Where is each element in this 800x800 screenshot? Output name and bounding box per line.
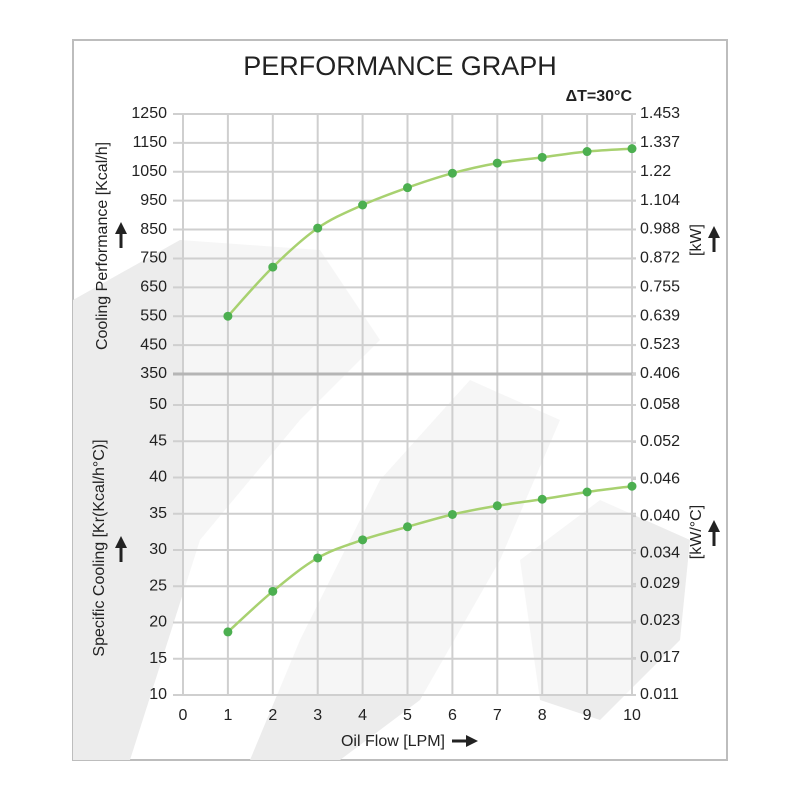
x-tick-label: 0 <box>179 707 188 724</box>
x-tick-label: 6 <box>448 707 457 724</box>
data-point <box>492 158 502 168</box>
y-axis-label: Cooling Performance [Kcal/h] <box>94 142 111 350</box>
x-tick-label: 5 <box>403 707 412 724</box>
series-line <box>227 484 633 633</box>
series-line <box>226 147 633 318</box>
data-point <box>492 501 502 511</box>
y2-tick-label: 0.755 <box>640 279 680 296</box>
y-tick-label: 25 <box>149 577 167 594</box>
y-tick-label: 40 <box>149 469 167 486</box>
y-tick-label: 15 <box>149 650 167 667</box>
y-tick-label: 45 <box>149 432 167 449</box>
data-point <box>223 311 233 321</box>
x-tick-label: 10 <box>623 707 641 724</box>
arrows <box>115 222 720 747</box>
y2-tick-label: 0.872 <box>640 249 680 266</box>
y-tick-label: 1050 <box>131 163 167 180</box>
y-tick-label: 10 <box>149 686 167 703</box>
data-point <box>447 509 457 519</box>
data-point <box>358 535 368 545</box>
y-tick-label: 35 <box>149 505 167 522</box>
x-tick-label: 9 <box>583 707 592 724</box>
y2-tick-label: 0.011 <box>640 686 679 703</box>
y-tick-label: 750 <box>140 250 167 267</box>
data-point <box>403 183 412 193</box>
x-tick-label: 4 <box>358 707 367 724</box>
y-tick-label: 450 <box>140 336 167 353</box>
y2-tick-label: 1.337 <box>640 134 680 151</box>
y-tick-label: 20 <box>149 614 167 631</box>
y2-tick-label: 0.034 <box>640 544 680 561</box>
y2-tick-label: 0.988 <box>640 221 680 238</box>
y-tick-label: 1250 <box>131 105 167 122</box>
y-axis-label: Specific Cooling [Kr(Kcal/h°C)] <box>91 439 108 656</box>
data-point <box>627 481 637 491</box>
y2-axis-label: [kW] <box>688 224 705 256</box>
data-point <box>268 586 278 596</box>
data-point <box>313 223 323 233</box>
y-tick-label: 550 <box>140 307 167 324</box>
y2-tick-label: 1.453 <box>640 105 680 122</box>
y2-tick-label: 0.017 <box>640 649 680 666</box>
data-point <box>537 494 547 504</box>
x-tick-label: 8 <box>538 707 547 724</box>
y2-tick-label: 0.058 <box>640 396 680 413</box>
x-tick-label: 1 <box>223 707 232 724</box>
y2-axis-label: [kW/°C] <box>688 505 705 559</box>
annotation: ΔT=30°C <box>566 88 633 105</box>
y-tick-label: 30 <box>149 541 167 558</box>
data-point <box>313 553 323 563</box>
y-tick-label: 650 <box>140 279 167 296</box>
data-point <box>582 487 592 497</box>
y2-tick-label: 1.104 <box>640 192 680 209</box>
y2-tick-label: 0.023 <box>640 612 680 629</box>
y-tick-label: 50 <box>149 396 167 413</box>
x-tick-label: 7 <box>493 707 502 724</box>
y-tick-label: 950 <box>140 192 167 209</box>
y2-tick-label: 0.029 <box>640 575 680 592</box>
y2-tick-label: 0.406 <box>640 365 680 382</box>
y2-tick-label: 1.22 <box>640 163 671 180</box>
data-point <box>223 627 233 637</box>
chart-title: PERFORMANCE GRAPH <box>243 51 557 81</box>
y-tick-label: 1150 <box>133 134 168 151</box>
data-point <box>403 522 412 532</box>
y2-tick-label: 0.040 <box>640 507 680 524</box>
data-point <box>268 262 278 272</box>
y-tick-label: 850 <box>140 221 167 238</box>
x-tick-label: 2 <box>268 707 277 724</box>
y-tick-label: 350 <box>140 365 167 382</box>
data-point <box>582 147 592 157</box>
data-point <box>537 152 547 162</box>
data-point <box>447 168 457 178</box>
data-point <box>358 200 368 210</box>
x-tick-label: 3 <box>313 707 322 724</box>
y2-tick-label: 0.052 <box>640 433 680 450</box>
y2-tick-label: 0.523 <box>640 336 680 353</box>
data-point <box>627 144 637 154</box>
y2-tick-label: 0.046 <box>640 470 680 487</box>
y2-tick-label: 0.639 <box>640 307 680 324</box>
x-axis-label: Oil Flow [LPM] <box>341 733 445 750</box>
